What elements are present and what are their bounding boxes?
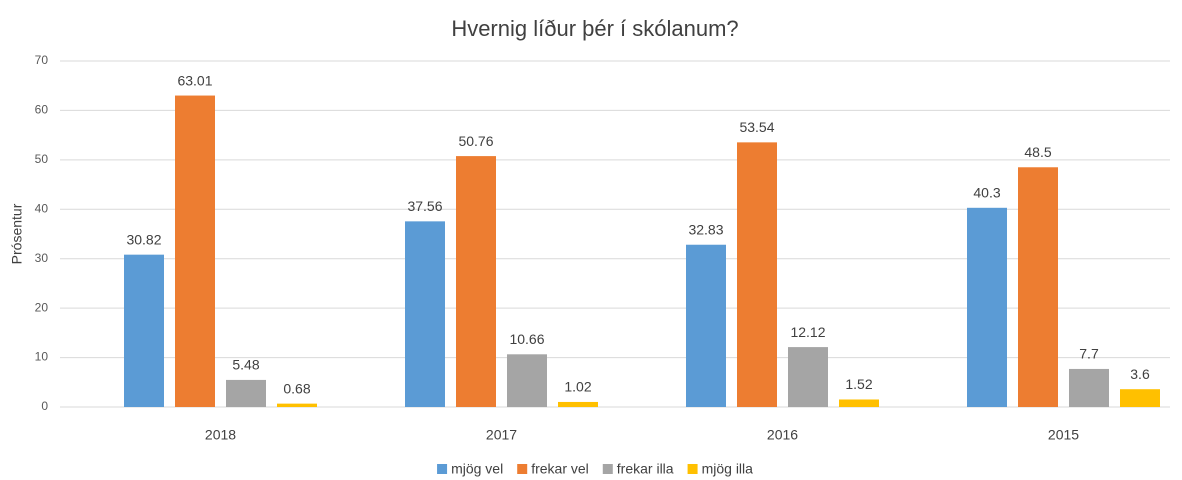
- y-tick-label: 40: [35, 201, 49, 215]
- bar: [175, 95, 215, 407]
- chart-title: Hvernig líður þér í skólanum?: [451, 16, 738, 41]
- legend-swatch: [687, 464, 698, 474]
- value-label: 53.54: [739, 119, 774, 135]
- y-tick-label: 10: [35, 350, 49, 364]
- bar: [1120, 389, 1160, 407]
- bar: [558, 401, 598, 407]
- y-tick-label: 70: [35, 53, 49, 67]
- x-tick-label: 2017: [486, 427, 517, 443]
- bar: [1018, 167, 1058, 407]
- value-label: 5.48: [232, 357, 259, 373]
- bar: [737, 142, 777, 407]
- bar: [226, 379, 266, 407]
- y-axis-label: Prósentur: [9, 203, 25, 264]
- value-label: 50.76: [458, 133, 493, 149]
- x-tick-label: 2015: [1048, 427, 1079, 443]
- value-label: 32.83: [688, 221, 723, 237]
- bar: [1069, 368, 1109, 407]
- x-tick-label: 2018: [205, 427, 236, 443]
- value-label: 3.6: [1130, 366, 1150, 382]
- legend-swatch: [517, 464, 528, 474]
- value-label: 12.12: [790, 324, 825, 340]
- bar: [686, 244, 726, 407]
- legend-swatch: [602, 464, 613, 474]
- legend-swatch: [437, 464, 448, 474]
- value-label: 7.7: [1079, 346, 1099, 362]
- bar: [788, 347, 828, 407]
- legend-label: mjög vel: [451, 461, 503, 477]
- y-tick-label: 60: [35, 103, 49, 117]
- value-label: 48.5: [1024, 144, 1051, 160]
- bar: [277, 403, 317, 407]
- legend-label: frekar vel: [531, 461, 589, 477]
- y-tick-label: 0: [41, 399, 48, 413]
- value-label: 30.82: [126, 231, 161, 247]
- bar: [124, 254, 164, 407]
- value-label: 0.68: [283, 380, 310, 396]
- value-label: 63.01: [177, 72, 212, 88]
- value-label: 37.56: [407, 198, 442, 214]
- value-label: 1.02: [564, 379, 591, 395]
- y-tick-label: 30: [35, 251, 49, 265]
- bar: [456, 156, 496, 407]
- value-label: 1.52: [845, 376, 872, 392]
- legend-label: frekar illa: [617, 461, 674, 477]
- y-tick-label: 20: [35, 300, 49, 314]
- bar: [405, 221, 445, 407]
- value-label: 40.3: [973, 185, 1000, 201]
- bar: [507, 354, 547, 407]
- y-tick-label: 50: [35, 152, 49, 166]
- value-label: 10.66: [509, 331, 544, 347]
- legend-label: mjög illa: [702, 461, 754, 477]
- bar: [839, 399, 879, 407]
- x-tick-label: 2016: [767, 427, 798, 443]
- bar: [967, 207, 1007, 407]
